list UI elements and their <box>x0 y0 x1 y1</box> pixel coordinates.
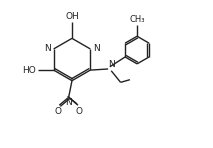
Text: O: O <box>76 107 83 116</box>
Text: N: N <box>65 98 72 107</box>
Text: N: N <box>93 44 100 53</box>
Text: HO: HO <box>23 66 36 75</box>
Text: OH: OH <box>65 12 79 21</box>
Text: CH₃: CH₃ <box>129 15 145 24</box>
Text: O: O <box>55 107 62 116</box>
Text: N: N <box>44 44 51 53</box>
Text: N: N <box>109 59 115 69</box>
